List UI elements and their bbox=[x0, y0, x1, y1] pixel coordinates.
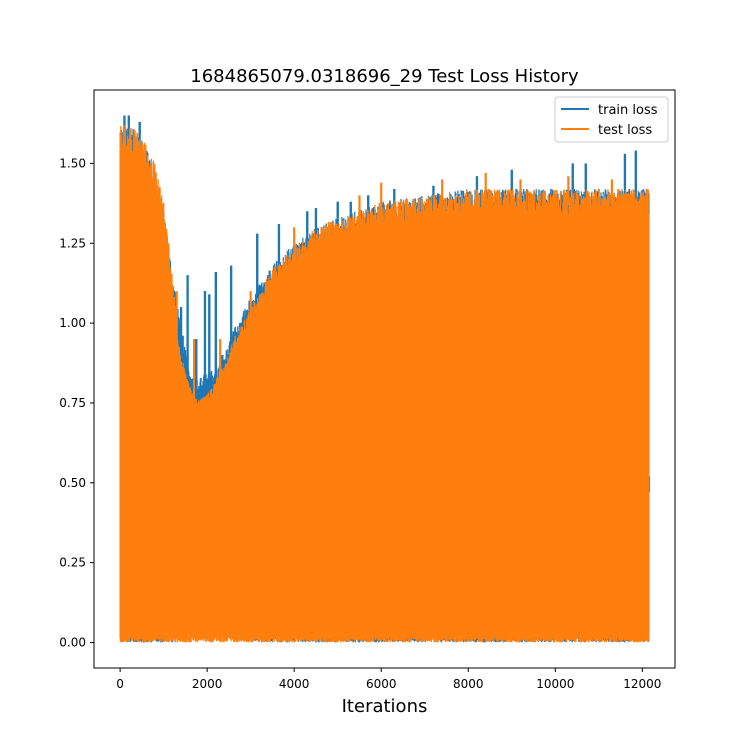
series-line bbox=[119, 125, 650, 643]
y-axis: 0.00 0.25 0.50 0.75 1.00 1.25 1.50 bbox=[59, 156, 94, 649]
y-tick-label: 1.50 bbox=[59, 156, 86, 170]
y-tick-label: 0.00 bbox=[59, 635, 86, 649]
y-tick-label: 1.00 bbox=[59, 316, 86, 330]
x-tick-label: 6000 bbox=[366, 677, 397, 691]
legend-label-train-loss: train loss bbox=[598, 103, 658, 118]
y-tick-label: 1.25 bbox=[59, 236, 86, 250]
x-tick-label: 12000 bbox=[623, 677, 661, 691]
plot-frame bbox=[93, 89, 676, 669]
x-tick-label: 10000 bbox=[536, 677, 574, 691]
x-tick-label: 4000 bbox=[279, 677, 310, 691]
chart-title: 1684865079.0318696_29 Test Loss History bbox=[190, 66, 579, 87]
y-tick-label: 0.75 bbox=[59, 396, 86, 410]
x-tick-label: 2000 bbox=[192, 677, 223, 691]
y-tick-label: 0.50 bbox=[59, 476, 86, 490]
series-test-loss bbox=[119, 125, 650, 643]
y-tick-label: 0.25 bbox=[59, 556, 86, 570]
x-axis-label: Iterations bbox=[342, 696, 428, 717]
x-tick-label: 8000 bbox=[453, 677, 484, 691]
x-axis: 0 2000 4000 6000 8000 10000 12000 bbox=[116, 668, 661, 691]
legend: train loss test loss bbox=[554, 96, 669, 143]
train-spike-overlay bbox=[123, 115, 637, 397]
series-layer bbox=[119, 115, 650, 643]
x-tick-label: 0 bbox=[116, 677, 124, 691]
legend-label-test-loss: test loss bbox=[598, 123, 652, 138]
